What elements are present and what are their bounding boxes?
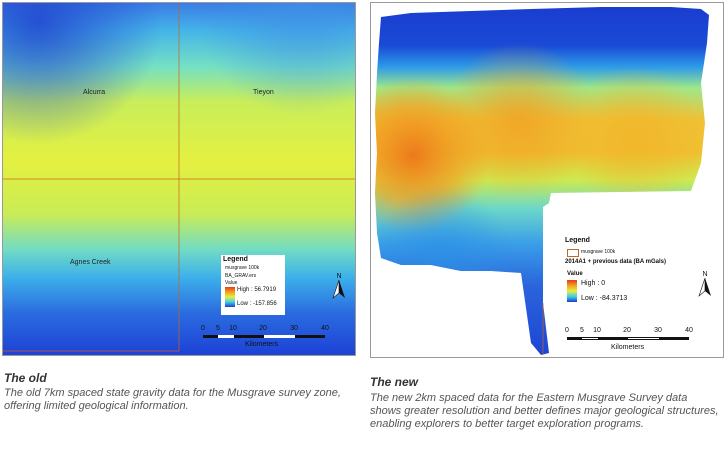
place-label-tieyon: Tieyon [253, 89, 274, 96]
legend-high-value: High : 56.7919 [237, 287, 277, 293]
new-scale-bar: 0 5 10 20 30 40 Kilometers [565, 327, 695, 355]
scale-tick: 30 [654, 327, 662, 334]
scale-units: Kilometers [245, 341, 279, 348]
scale-units: Kilometers [611, 344, 645, 351]
legend-title: Legend [223, 256, 248, 263]
scale-bar-segments [203, 335, 325, 338]
north-arrow: N [331, 273, 347, 302]
new-map-legend: Legend musgrave 100k 2014A1 + previous d… [563, 233, 703, 313]
north-arrow: N [697, 271, 713, 300]
old-caption-text: The old 7km spaced state gravity data fo… [4, 387, 341, 412]
old-scale-bar: 0 5 10 20 30 40 Kilometers [201, 325, 331, 353]
old-caption-title: The old [4, 371, 47, 385]
place-label-agnes-creek: Agnes Creek [70, 259, 111, 266]
legend-high-value: High : 0 [581, 280, 606, 287]
legend-entry: musgrave 100k [225, 265, 260, 271]
old-gravity-map: Alcurra Tieyon Agnes Creek Legend musgra… [2, 2, 356, 356]
scale-tick: 0 [201, 325, 205, 332]
legend-value-label: Value [567, 271, 583, 277]
scale-tick: 5 [580, 327, 584, 334]
scale-tick: 10 [229, 325, 237, 332]
legend-low-value: Low : -84.3713 [581, 295, 628, 302]
new-caption-text: The new 2km spaced data for the Eastern … [370, 392, 719, 430]
scale-tick: 40 [685, 327, 693, 334]
scale-tick: 20 [623, 327, 631, 334]
legend-entry: BA_GRAV.ers [225, 273, 257, 279]
new-gravity-raster [375, 7, 709, 355]
legend-dataset: 2014A1 + previous data (BA mGals) [565, 259, 666, 265]
scale-tick: 30 [290, 325, 298, 332]
legend-low-value: Low : -157.856 [237, 301, 277, 307]
north-arrow-icon [332, 279, 345, 299]
new-gravity-map: Legend musgrave 100k 2014A1 + previous d… [370, 2, 724, 358]
legend-color-ramp [225, 287, 235, 307]
north-label: N [336, 273, 342, 280]
scale-tick: 10 [593, 327, 601, 334]
scale-tick: 20 [259, 325, 267, 332]
north-arrow-icon [698, 277, 711, 297]
scale-tick: 40 [321, 325, 329, 332]
place-label-alcurra: Alcurra [83, 89, 106, 96]
scale-tick: 5 [216, 325, 220, 332]
north-label: N [702, 271, 708, 278]
legend-boundary-swatch [567, 249, 579, 257]
scale-tick: 0 [565, 327, 569, 334]
legend-color-ramp [567, 280, 577, 302]
legend-title: Legend [565, 237, 590, 244]
old-map-legend: Legend musgrave 100k BA_GRAV.ers Value H… [221, 255, 285, 315]
legend-value-label: Value [225, 280, 238, 286]
old-gravity-raster [3, 3, 355, 355]
legend-entry: musgrave 100k [581, 249, 616, 255]
new-caption-title: The new [370, 375, 419, 389]
scale-bar-segments [567, 337, 689, 340]
